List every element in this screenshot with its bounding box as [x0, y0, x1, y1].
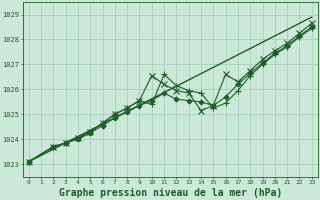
X-axis label: Graphe pression niveau de la mer (hPa): Graphe pression niveau de la mer (hPa): [59, 188, 282, 198]
